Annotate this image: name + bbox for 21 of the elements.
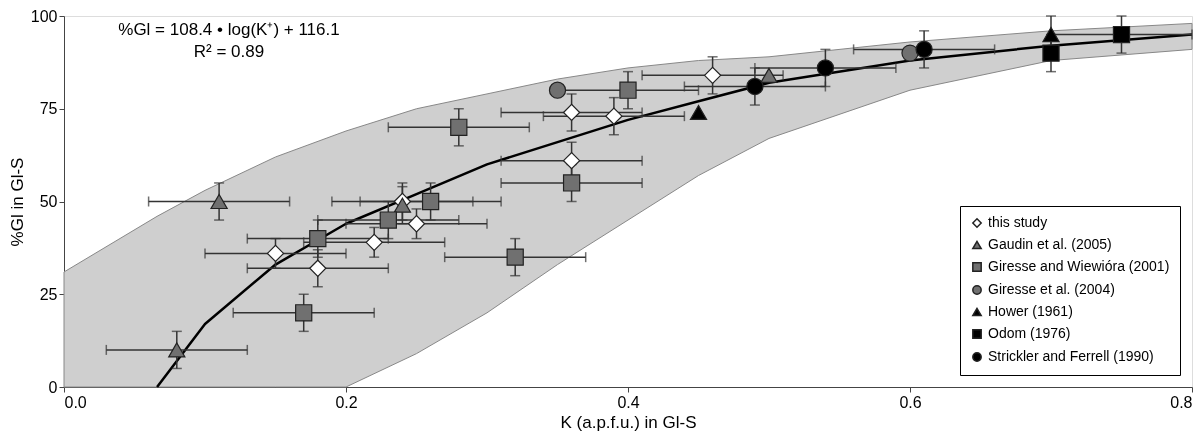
legend-label: Giresse and Wiewióra (2001) (988, 258, 1170, 274)
x-axis-title: K (a.p.f.u.) in Gl-S (560, 412, 697, 432)
legend-label: Odom (1976) (988, 325, 1071, 341)
annotation: %Gl = 108.4 • log(K⁺) + 116.1 (118, 20, 340, 39)
x-tick-label: 0.4 (617, 393, 640, 411)
y-tick-label: 25 (39, 285, 58, 303)
annotation: R² = 0.89 (193, 42, 265, 61)
x-tick-label: 0.6 (899, 393, 922, 411)
x-tick-label: 0.8 (1170, 393, 1193, 411)
legend-label: Giresse et al. (2004) (988, 281, 1115, 297)
legend-label: Strickler and Ferrell (1990) (988, 348, 1154, 364)
legend-label: Hower (1961) (988, 303, 1073, 319)
legend-label: Gaudin et al. (2005) (988, 236, 1112, 252)
y-tick-label: 50 (39, 193, 58, 210)
y-tick-label: 100 (30, 7, 58, 25)
y-tick-label: 0 (48, 378, 58, 396)
x-tick-label: 0.2 (335, 393, 358, 411)
y-tick-label: 75 (39, 100, 58, 118)
y-axis-title: %Gl in Gl-S (7, 157, 27, 247)
legend-label: this study (988, 214, 1048, 230)
x-tick-label: 0.0 (64, 393, 87, 411)
